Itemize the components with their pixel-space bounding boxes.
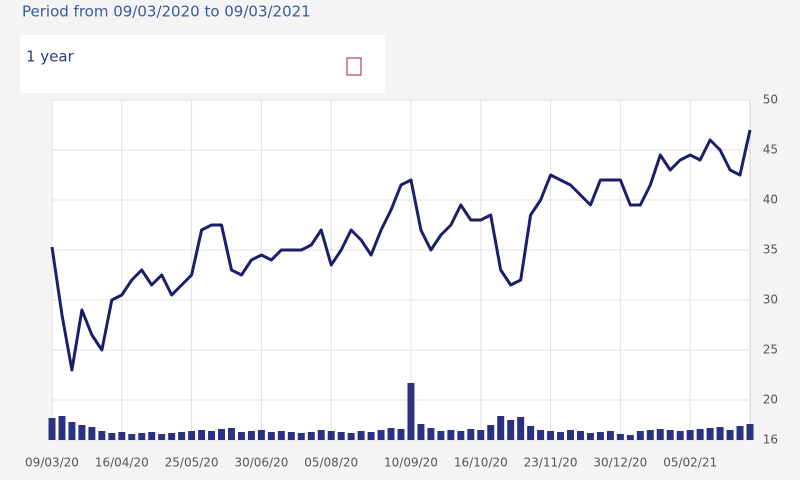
volume-bar [646,430,654,440]
y-tick-label: 20 [763,393,778,407]
x-tick-label: 23/11/20 [524,456,578,470]
x-tick-label: 05/02/21 [663,456,717,470]
volume-bar [626,435,634,440]
volume-bar [128,434,136,440]
volume-bar [616,434,624,440]
volume-bar [267,432,275,440]
volume-bar [277,431,285,440]
volume-bar [148,432,156,440]
x-tick-label: 10/09/20 [384,456,438,470]
y-tick-label: 25 [763,343,778,357]
volume-bar [567,430,575,440]
price-line [50,129,752,372]
volume-bar [237,432,245,440]
volume-bar [586,433,594,440]
volume-bar [68,422,76,440]
volume-bar [337,432,345,440]
y-tick-label: 45 [763,143,778,157]
volume-bar [686,430,694,440]
range-label[interactable]: 1 year [26,48,75,66]
volume-bar [746,424,754,440]
volume-bar [726,430,734,440]
volume-bar [427,428,435,440]
volume-bar [706,428,714,440]
volume-bar [108,433,116,440]
volume-bar [397,429,405,440]
volume-bar [357,431,365,440]
y-tick-label: 30 [763,293,778,307]
volume-bar [88,427,96,440]
volume-bar [297,433,305,440]
volume-bar [58,416,66,440]
volume-bar [188,431,196,440]
volume-bar [676,431,684,440]
volume-bar [247,431,255,440]
volume-bar [527,426,535,440]
volume-bar [457,431,465,440]
volume-bar [507,420,515,440]
volume-bar [576,431,584,440]
volume-bar [98,431,106,440]
volume-bar [547,431,555,440]
volume-bar [437,431,445,440]
y-tick-label: 40 [763,193,778,207]
volume-bar [537,430,545,440]
volume-bar [158,434,166,440]
y-tick-label: 16 [763,433,778,447]
volume-bar [307,432,315,440]
volume-bar [48,418,56,440]
chart-title: Period from 09/03/2020 to 09/03/2021 [22,3,311,21]
volume-bar [317,430,325,440]
y-tick-label: 50 [763,93,778,107]
volume-bar [227,428,235,440]
volume-bar [208,431,216,440]
volume-bar [487,425,495,440]
volume-bar [138,433,146,440]
x-tick-label: 25/05/20 [165,456,219,470]
volume-bar [377,430,385,440]
volume-bar [517,417,525,440]
x-tick-label: 16/04/20 [95,456,149,470]
volume-bar [596,432,604,440]
y-tick-label: 35 [763,243,778,257]
volume-bar [447,430,455,440]
x-tick-label: 09/03/20 [25,456,79,470]
volume-bar [477,430,485,440]
x-tick-label: 16/10/20 [454,456,508,470]
volume-bar [557,432,565,440]
volume-bar [347,433,355,440]
volume-bar [218,429,226,440]
volume-bar [178,432,186,440]
volume-bar [407,383,415,440]
range-box [20,35,385,93]
volume-bar [606,431,614,440]
plot-area [51,99,751,441]
volume-bar [497,416,505,440]
volume-bar [636,431,644,440]
volume-bar [118,432,126,440]
volume-bar [257,430,265,440]
volume-bar [387,428,395,440]
x-tick-label: 30/06/20 [234,456,288,470]
volume-bar [78,425,86,440]
volume-bar [656,429,664,440]
volume-bar [417,424,425,440]
x-tick-label: 05/08/20 [304,456,358,470]
volume-bar [198,430,206,440]
x-tick-label: 30/12/20 [593,456,647,470]
volume-bar [666,430,674,440]
volume-bar [367,432,375,440]
volume-bar [736,426,744,440]
volume-bar [287,432,295,440]
range-toggle[interactable] [346,57,362,76]
volume-bar [168,433,176,440]
volume-bar [327,431,335,440]
volume-bar [467,429,475,440]
volume-bar [716,427,724,440]
volume-bar [696,429,704,440]
